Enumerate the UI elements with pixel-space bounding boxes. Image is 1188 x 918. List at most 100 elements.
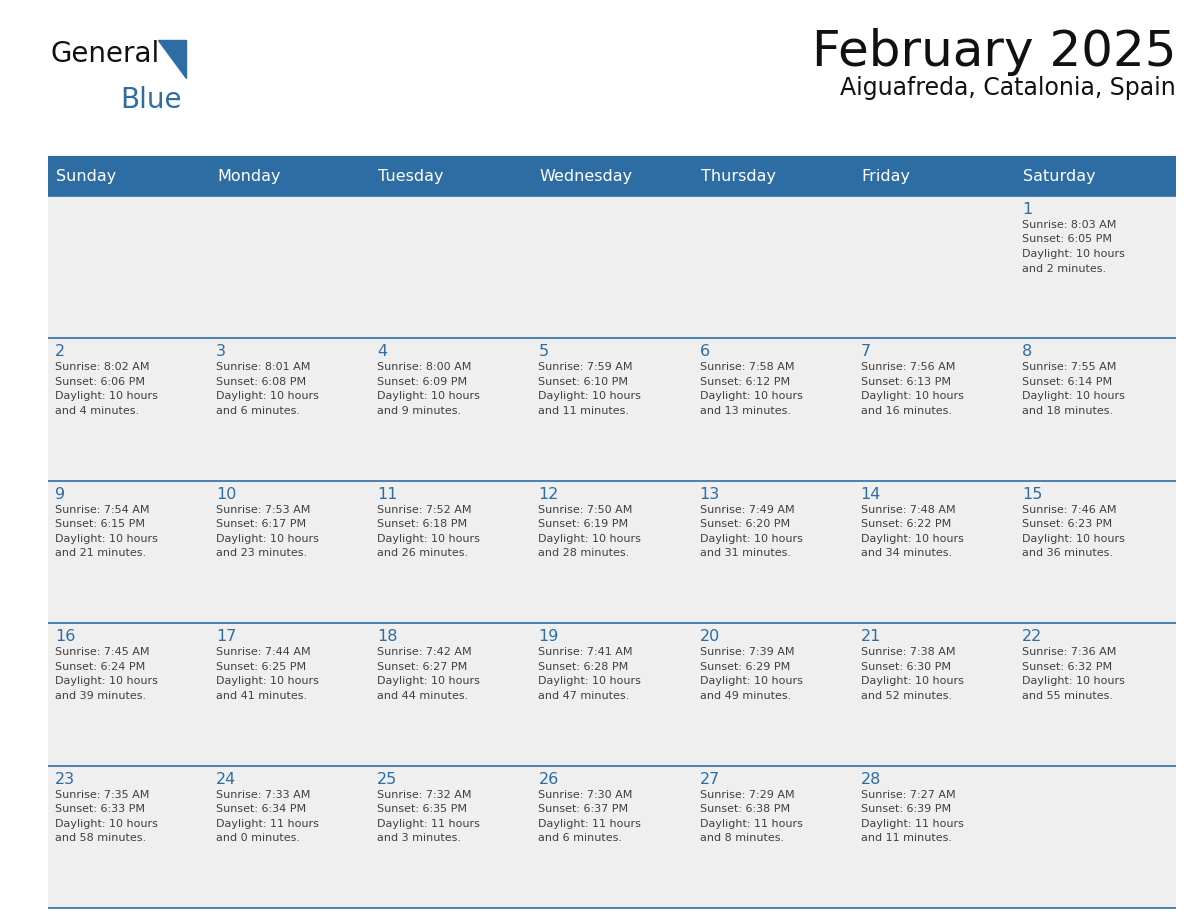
Text: Daylight: 11 hours: Daylight: 11 hours [378,819,480,829]
Text: and 28 minutes.: and 28 minutes. [538,548,630,558]
Text: Sunset: 6:08 PM: Sunset: 6:08 PM [216,377,307,386]
Text: Daylight: 10 hours: Daylight: 10 hours [1022,533,1125,543]
Text: Daylight: 10 hours: Daylight: 10 hours [378,391,480,401]
Text: Sunset: 6:34 PM: Sunset: 6:34 PM [216,804,307,814]
Text: Sunset: 6:25 PM: Sunset: 6:25 PM [216,662,307,672]
Text: Daylight: 10 hours: Daylight: 10 hours [538,677,642,686]
Text: and 31 minutes.: and 31 minutes. [700,548,790,558]
Text: Tuesday: Tuesday [378,170,444,185]
Text: Sunrise: 7:30 AM: Sunrise: 7:30 AM [538,789,633,800]
Bar [1015,623,1176,766]
Text: 23: 23 [55,772,75,787]
Text: 1: 1 [1022,202,1032,217]
Text: Sunset: 6:18 PM: Sunset: 6:18 PM [378,520,467,530]
Bar [209,481,371,623]
Text: Sunrise: 8:01 AM: Sunrise: 8:01 AM [216,363,310,373]
Text: Sunset: 6:38 PM: Sunset: 6:38 PM [700,804,790,814]
Text: Sunrise: 7:41 AM: Sunrise: 7:41 AM [538,647,633,657]
Bar [1015,766,1176,908]
Text: and 6 minutes.: and 6 minutes. [538,834,623,843]
Text: 28: 28 [861,772,881,787]
Text: Sunday: Sunday [56,170,116,185]
Text: 21: 21 [861,629,881,644]
Text: Daylight: 10 hours: Daylight: 10 hours [861,391,963,401]
Bar [854,339,1015,481]
Text: Sunrise: 7:52 AM: Sunrise: 7:52 AM [378,505,472,515]
Text: Daylight: 11 hours: Daylight: 11 hours [700,819,802,829]
Text: Sunrise: 7:36 AM: Sunrise: 7:36 AM [1022,647,1117,657]
Text: Sunset: 6:29 PM: Sunset: 6:29 PM [700,662,790,672]
Text: Sunset: 6:24 PM: Sunset: 6:24 PM [55,662,145,672]
Bar [209,766,371,908]
Text: Sunset: 6:20 PM: Sunset: 6:20 PM [700,520,790,530]
Text: and 41 minutes.: and 41 minutes. [216,690,308,700]
Text: 15: 15 [1022,487,1042,502]
Text: Daylight: 10 hours: Daylight: 10 hours [700,391,802,401]
Text: Sunset: 6:15 PM: Sunset: 6:15 PM [55,520,145,530]
Text: Daylight: 10 hours: Daylight: 10 hours [1022,249,1125,259]
Bar [693,481,854,623]
Text: 8: 8 [1022,344,1032,360]
Text: 4: 4 [378,344,387,360]
Text: Aiguafreda, Catalonia, Spain: Aiguafreda, Catalonia, Spain [840,76,1176,100]
Text: 7: 7 [861,344,871,360]
Text: Daylight: 10 hours: Daylight: 10 hours [1022,677,1125,686]
Text: Daylight: 10 hours: Daylight: 10 hours [861,533,963,543]
Text: Sunset: 6:30 PM: Sunset: 6:30 PM [861,662,950,672]
Text: Sunrise: 7:49 AM: Sunrise: 7:49 AM [700,505,795,515]
Bar [48,623,209,766]
Text: Sunset: 6:09 PM: Sunset: 6:09 PM [378,377,467,386]
Bar [209,339,371,481]
Text: Sunset: 6:19 PM: Sunset: 6:19 PM [538,520,628,530]
Text: Sunset: 6:39 PM: Sunset: 6:39 PM [861,804,950,814]
Text: Sunrise: 7:27 AM: Sunrise: 7:27 AM [861,789,955,800]
Text: 11: 11 [378,487,398,502]
Text: Daylight: 10 hours: Daylight: 10 hours [216,391,320,401]
Text: 17: 17 [216,629,236,644]
Text: 24: 24 [216,772,236,787]
Text: Sunset: 6:05 PM: Sunset: 6:05 PM [1022,234,1112,244]
Bar [693,339,854,481]
Text: Sunrise: 7:29 AM: Sunrise: 7:29 AM [700,789,795,800]
Text: and 23 minutes.: and 23 minutes. [216,548,308,558]
Polygon shape [158,40,187,78]
Text: Monday: Monday [217,170,280,185]
Bar [693,623,854,766]
Text: Daylight: 10 hours: Daylight: 10 hours [700,533,802,543]
Text: 5: 5 [538,344,549,360]
Bar [854,766,1015,908]
Text: Sunset: 6:10 PM: Sunset: 6:10 PM [538,377,628,386]
Text: Daylight: 10 hours: Daylight: 10 hours [55,391,158,401]
Text: and 44 minutes.: and 44 minutes. [378,690,468,700]
Text: and 11 minutes.: and 11 minutes. [538,406,630,416]
Text: Daylight: 11 hours: Daylight: 11 hours [216,819,320,829]
Bar [48,766,209,908]
Text: Sunrise: 8:03 AM: Sunrise: 8:03 AM [1022,220,1117,230]
Text: Daylight: 10 hours: Daylight: 10 hours [538,391,642,401]
Bar [693,766,854,908]
Text: Blue: Blue [120,86,182,114]
Text: Sunset: 6:32 PM: Sunset: 6:32 PM [1022,662,1112,672]
Bar [1015,196,1176,339]
Text: and 55 minutes.: and 55 minutes. [1022,690,1113,700]
Text: Sunrise: 7:56 AM: Sunrise: 7:56 AM [861,363,955,373]
Bar [48,339,209,481]
Text: 19: 19 [538,629,558,644]
Text: Sunrise: 7:55 AM: Sunrise: 7:55 AM [1022,363,1117,373]
Bar [209,196,371,339]
Bar [48,481,209,623]
Text: and 9 minutes.: and 9 minutes. [378,406,461,416]
Text: and 3 minutes.: and 3 minutes. [378,834,461,843]
Text: Sunset: 6:13 PM: Sunset: 6:13 PM [861,377,950,386]
Text: Sunrise: 7:58 AM: Sunrise: 7:58 AM [700,363,794,373]
Text: Daylight: 10 hours: Daylight: 10 hours [216,677,320,686]
Text: and 16 minutes.: and 16 minutes. [861,406,952,416]
Text: Sunrise: 7:46 AM: Sunrise: 7:46 AM [1022,505,1117,515]
Text: 9: 9 [55,487,65,502]
Text: Saturday: Saturday [1023,170,1095,185]
Text: and 8 minutes.: and 8 minutes. [700,834,784,843]
Bar [1015,339,1176,481]
Text: and 36 minutes.: and 36 minutes. [1022,548,1113,558]
Text: February 2025: February 2025 [811,28,1176,76]
Text: Daylight: 10 hours: Daylight: 10 hours [378,677,480,686]
